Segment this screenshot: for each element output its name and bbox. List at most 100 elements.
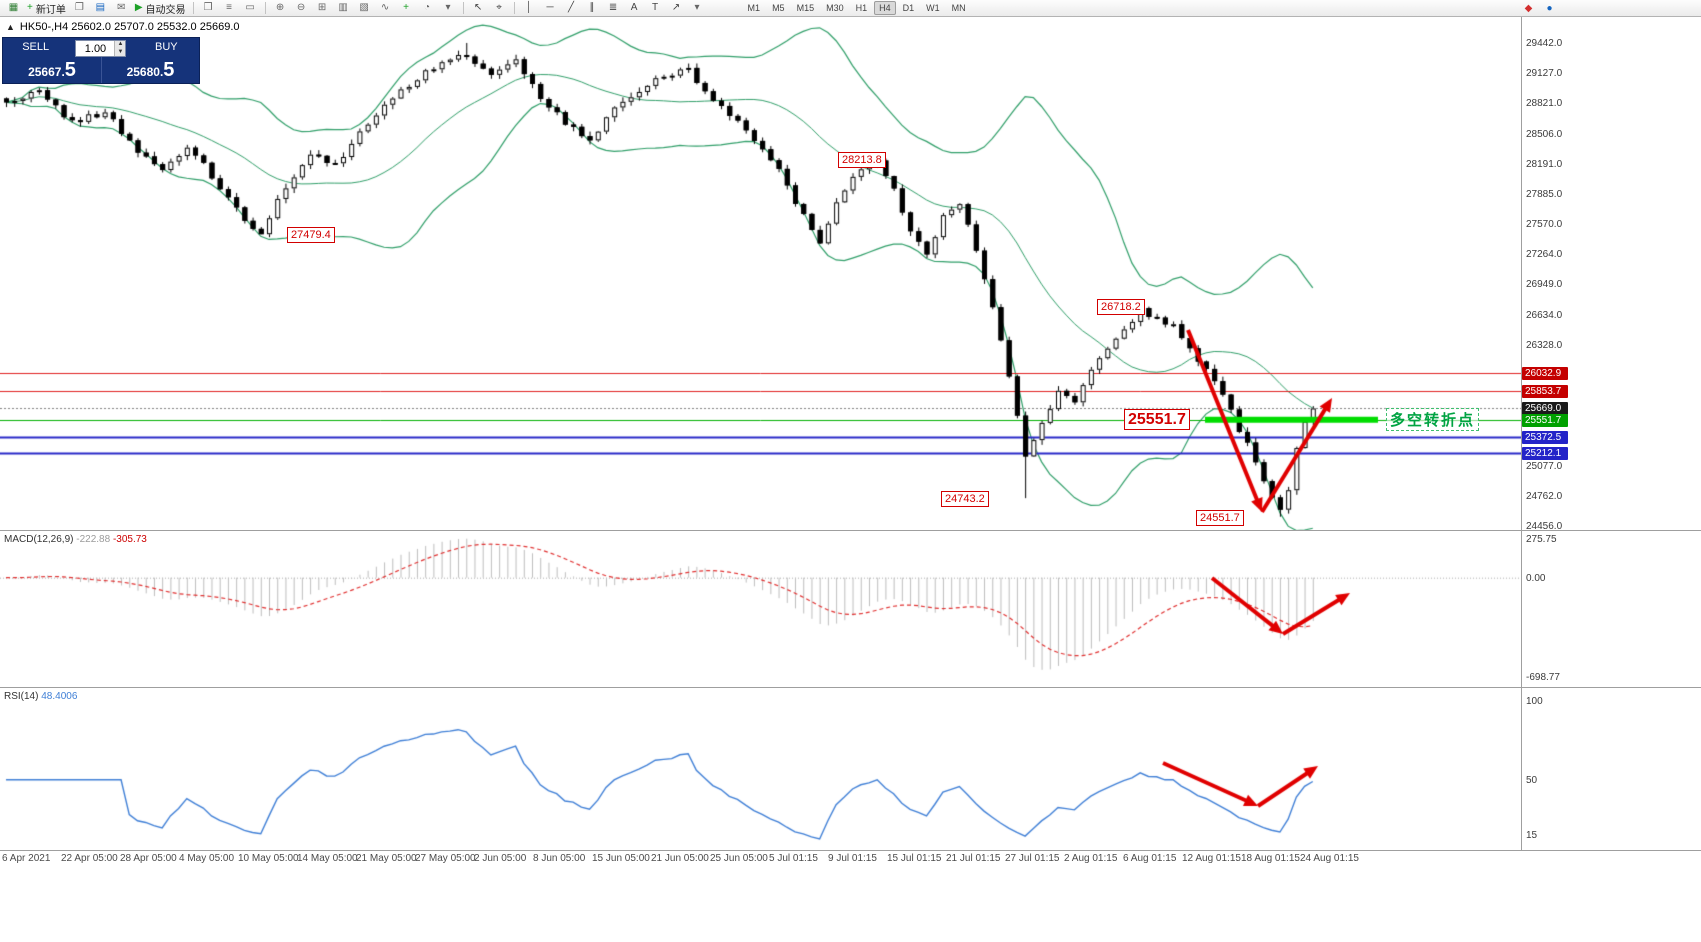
terminal-icon[interactable]: ▭ bbox=[241, 1, 260, 15]
cursor-icon[interactable]: ↖ bbox=[469, 1, 488, 15]
price-axis-label: 25077.0 bbox=[1526, 460, 1563, 472]
fibonacci-icon[interactable]: ≣ bbox=[604, 1, 623, 15]
candlestick-chart-icon[interactable]: ▧ bbox=[355, 1, 374, 15]
crosshair-icon: ⌖ bbox=[496, 2, 502, 13]
new-order-button[interactable]: + 新订单 bbox=[25, 1, 68, 16]
vertical-line-icon[interactable]: │ bbox=[520, 1, 539, 15]
macd-label: MACD(12,26,9) -222.88 -305.73 bbox=[4, 534, 147, 545]
crosshair-icon[interactable]: ⌖ bbox=[490, 1, 509, 15]
chart-windows-icon: ❐ bbox=[74, 2, 84, 13]
volume-down-button[interactable]: ▼ bbox=[114, 48, 126, 56]
community-icon[interactable]: ● bbox=[1546, 2, 1553, 14]
cursor-icon: ↖ bbox=[473, 2, 483, 13]
line-chart-icon: ∿ bbox=[380, 2, 390, 13]
auto-trading-button[interactable]: ▶ 自动交易 bbox=[133, 1, 188, 16]
auto-trading-button: ▶ bbox=[134, 2, 143, 13]
bar-chart-icon[interactable]: ▥ bbox=[334, 1, 353, 15]
timeframe-m30[interactable]: M30 bbox=[826, 3, 844, 13]
time-axis-label: 21 Jul 01:15 bbox=[946, 853, 1001, 864]
time-axis-label: 9 Jul 01:15 bbox=[828, 853, 877, 864]
profiles-icon: ▤ bbox=[95, 2, 106, 13]
vertical-line-icon: │ bbox=[525, 2, 533, 13]
price-chart-canvas[interactable] bbox=[0, 17, 1521, 531]
tile-windows-icon[interactable]: ⊞ bbox=[313, 1, 332, 15]
macd-indicator-canvas[interactable] bbox=[0, 531, 1521, 688]
channel-icon[interactable]: ∥ bbox=[583, 1, 602, 15]
text-icon[interactable]: A bbox=[625, 1, 644, 15]
chart-windows-icon[interactable]: ❐ bbox=[70, 1, 89, 15]
periods-icon[interactable]: ◔ bbox=[418, 1, 437, 15]
panel-separator[interactable] bbox=[0, 687, 1701, 688]
time-axis-label: 15 Jul 01:15 bbox=[887, 853, 942, 864]
rsi-label-part: 48.4006 bbox=[41, 691, 78, 702]
zoom-out-icon[interactable]: ⊖ bbox=[292, 1, 311, 15]
timeframe-group: M1 M5 M15 M30 H1 H4 D1 W1 MN bbox=[742, 1, 972, 15]
one-click-collapse-arrow[interactable]: ▲ bbox=[6, 22, 15, 32]
navigator-icon: ≡ bbox=[226, 2, 232, 13]
price-axis-label: 27264.0 bbox=[1526, 248, 1563, 260]
price-annotation: 24743.2 bbox=[941, 491, 989, 507]
macd-label-part: -305.73 bbox=[112, 534, 147, 545]
volume-up-button[interactable]: ▲ bbox=[114, 41, 126, 49]
price-annotation: 28213.8 bbox=[838, 152, 886, 168]
label-icon[interactable]: T bbox=[646, 1, 665, 15]
time-axis-label: 21 May 05:00 bbox=[356, 853, 417, 864]
navigator-icon[interactable]: ≡ bbox=[220, 1, 239, 15]
rsi-label-part: RSI(14) bbox=[4, 691, 42, 702]
trendline-icon[interactable]: ╱ bbox=[562, 1, 581, 15]
mail-icon[interactable]: ✉ bbox=[112, 1, 131, 15]
text-icon: A bbox=[630, 2, 638, 13]
arrows-tool-icon: ↗ bbox=[671, 2, 681, 13]
timeframe-d1[interactable]: D1 bbox=[902, 3, 915, 13]
volume-control: ▲ ▼ bbox=[68, 38, 133, 57]
price-axis-label: 24456.0 bbox=[1526, 520, 1563, 532]
fibonacci-icon: ≣ bbox=[608, 2, 618, 13]
price-axis-label: 27570.0 bbox=[1526, 219, 1563, 231]
arrows-tool-icon[interactable]: ↗ bbox=[667, 1, 686, 15]
timeframe-w1[interactable]: W1 bbox=[926, 3, 940, 13]
arrows-dropdown-icon: ▾ bbox=[694, 2, 700, 13]
sell-button[interactable]: SELL bbox=[22, 41, 50, 53]
time-axis-label: 27 Jul 01:15 bbox=[1005, 853, 1060, 864]
time-axis-label: 6 Aug 01:15 bbox=[1123, 853, 1177, 864]
time-axis-label: 10 May 05:00 bbox=[238, 853, 299, 864]
timeframe-m15[interactable]: M15 bbox=[796, 3, 815, 13]
profiles-icon[interactable]: ▤ bbox=[91, 1, 110, 15]
templates-icon[interactable]: ▾ bbox=[439, 1, 458, 15]
buy-price[interactable]: 25680.5 bbox=[101, 57, 199, 83]
price-axis-label: 26949.0 bbox=[1526, 279, 1563, 291]
timeframe-m5[interactable]: M5 bbox=[772, 3, 785, 13]
timeframe-m1[interactable]: M1 bbox=[747, 3, 761, 13]
macd-scale-label: 0.00 bbox=[1526, 572, 1546, 584]
metaquotes-icon[interactable]: ◆ bbox=[1524, 2, 1533, 14]
price-axis-label: 27885.0 bbox=[1526, 188, 1563, 200]
add-indicator-icon[interactable]: + bbox=[397, 1, 416, 15]
timeframe-mn[interactable]: MN bbox=[951, 3, 966, 13]
macd-scale-label: -698.77 bbox=[1526, 671, 1560, 683]
time-axis-label: 27 May 05:00 bbox=[415, 853, 476, 864]
data-window-icon[interactable]: ❒ bbox=[199, 1, 218, 15]
market-watch-icon[interactable]: ▦ bbox=[4, 1, 23, 15]
buy-button[interactable]: BUY bbox=[155, 41, 178, 53]
auto-trading-button-label: 自动交易 bbox=[145, 4, 186, 16]
timeframe-h1[interactable]: H1 bbox=[855, 3, 868, 13]
sell-price[interactable]: 25667.5 bbox=[28, 59, 76, 81]
zoom-in-icon[interactable]: ⊕ bbox=[271, 1, 290, 15]
timeframe-h4[interactable]: H4 bbox=[874, 1, 896, 15]
bar-chart-icon: ▥ bbox=[338, 2, 348, 13]
price-tag: 26032.9 bbox=[1522, 367, 1568, 381]
price-annotation: 27479.4 bbox=[287, 227, 335, 243]
price-annotation: 24551.7 bbox=[1196, 510, 1244, 526]
chart-title: ▲ HK50-,H4 25602.0 25707.0 25532.0 25669.… bbox=[6, 21, 240, 33]
horizontal-line-icon[interactable]: ─ bbox=[541, 1, 560, 15]
line-chart-icon[interactable]: ∿ bbox=[376, 1, 395, 15]
data-window-icon: ❒ bbox=[203, 2, 213, 13]
tile-windows-icon: ⊞ bbox=[317, 2, 327, 13]
rsi-indicator-canvas[interactable] bbox=[0, 688, 1521, 851]
time-axis-label: 18 Aug 01:15 bbox=[1241, 853, 1300, 864]
panel-separator[interactable] bbox=[0, 530, 1701, 531]
arrows-dropdown-icon[interactable]: ▾ bbox=[688, 1, 707, 15]
top-toolbar: ▦ + 新订单 ❐ ▤ ✉ ▶ 自动交易 ❒ ≡ ▭ ⊕ ⊖ ⊞ ▥ ▧ ∿ + ◔ ▾ ↖ ⌖ │ ─ ╱ ∥ ≣ A T ↗ ▾ M1 M5… bbox=[0, 0, 1701, 17]
chart-title-text: HK50-,H4 25602.0 25707.0 25532.0 25669.0 bbox=[19, 21, 240, 33]
volume-input[interactable] bbox=[76, 41, 115, 56]
